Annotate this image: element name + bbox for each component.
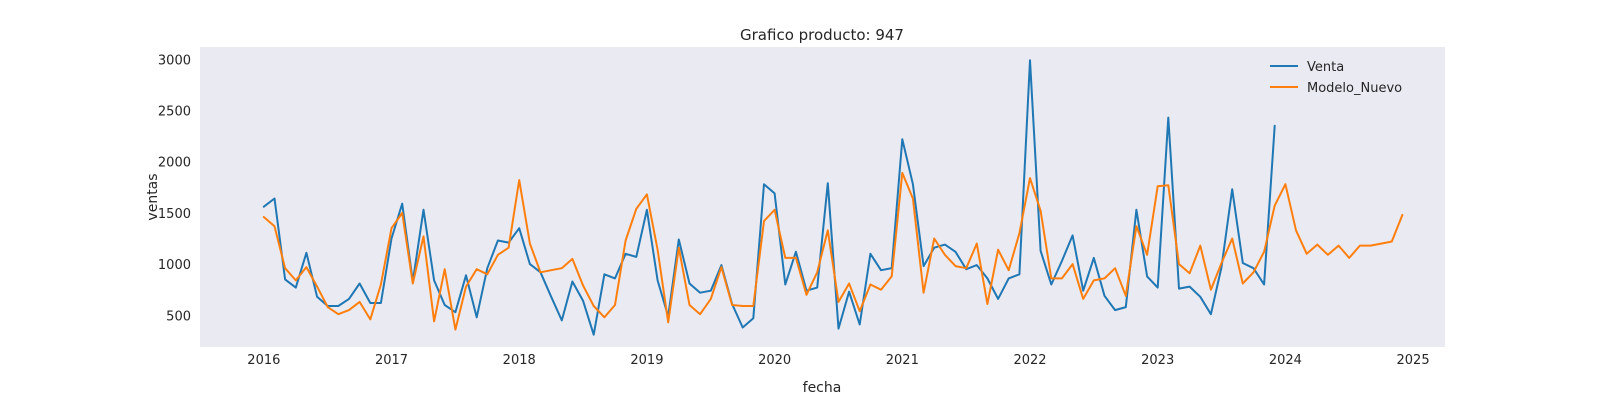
x-tick-label: 2024 [1269,353,1302,368]
x-tick-label: 2021 [886,353,919,368]
x-tick-label: 2019 [630,353,663,368]
x-tick-labels: 2016 2017 2018 2019 2020 2021 2022 2023 2024 2025 [247,353,1429,368]
legend-label: Venta [1307,60,1344,75]
series-line-0 [262,59,1276,336]
y-axis-label: ventas [145,173,161,220]
lines-layer [262,59,1404,336]
y-tick-label: 2000 [158,156,191,171]
x-tick-label: 2018 [503,353,536,368]
y-tick-label: 1000 [158,258,191,273]
legend: Venta Modelo_Nuevo [1270,60,1402,96]
plot-area [200,47,1445,347]
y-tick-label: 2500 [158,104,191,119]
x-tick-label: 2020 [758,353,791,368]
y-tick-labels: 500 1000 1500 2000 2500 3000 [158,53,191,324]
series-line-1 [262,171,1404,331]
x-tick-label: 2016 [247,353,280,368]
x-axis-label: fecha [803,380,842,396]
x-tick-label: 2023 [1141,353,1174,368]
chart-title: Grafico producto: 947 [740,26,904,44]
y-tick-label: 3000 [158,53,191,68]
x-tick-label: 2017 [375,353,408,368]
y-tick-label: 1500 [158,207,191,222]
legend-label: Modelo_Nuevo [1307,81,1402,96]
y-tick-label: 500 [166,309,191,324]
x-tick-label: 2025 [1397,353,1430,368]
x-tick-label: 2022 [1013,353,1046,368]
